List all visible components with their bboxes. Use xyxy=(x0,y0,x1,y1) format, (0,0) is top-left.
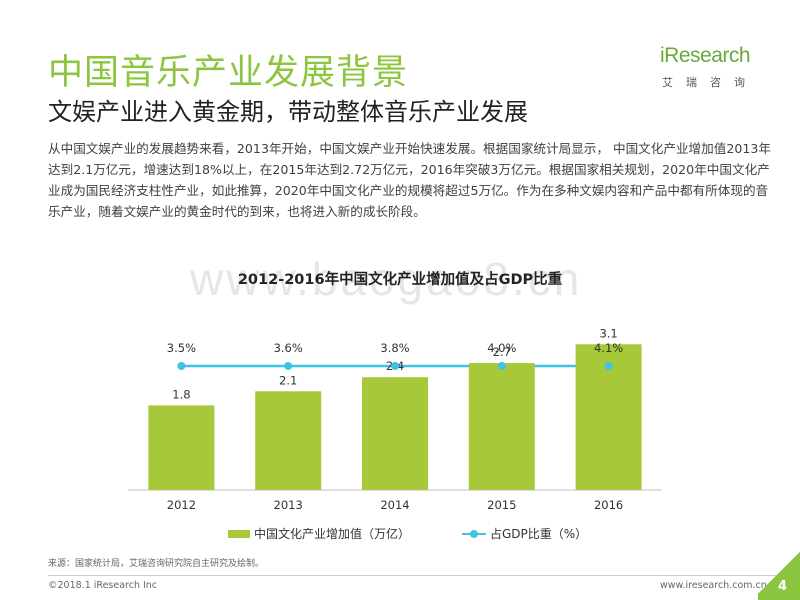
logo-subtext: 艾瑞咨询 xyxy=(662,76,758,89)
gdp-label-2012: 3.5% xyxy=(167,341,196,355)
intro-paragraph: 从中国文娱产业的发展趋势来看，2013年开始，中国文娱产业开始快速发展。根据国家… xyxy=(48,141,771,219)
page-number: 4 xyxy=(778,579,788,594)
page-subtitle: 文娱产业进入黄金期，带动整体音乐产业发展 xyxy=(48,98,528,126)
gdp-point-2013 xyxy=(284,362,293,370)
source-note: 来源：国家统计局，艾瑞咨询研究院自主研究及绘制。 xyxy=(48,559,265,569)
bar-label-2015: 2.7 xyxy=(493,345,511,359)
gdp-point-2015 xyxy=(497,362,506,370)
legend-label-bar: 中国文化产业增加值（万亿） xyxy=(254,527,411,541)
bar-2015 xyxy=(468,363,535,490)
bar-2014 xyxy=(362,377,428,490)
logo-text: iResearch xyxy=(660,44,751,67)
gdp-label-2014: 3.8% xyxy=(380,341,409,355)
page-title: 中国音乐产业发展背景 xyxy=(48,53,409,93)
gdp-label-2013: 3.6% xyxy=(274,341,303,355)
x-tick-2014: 2014 xyxy=(380,498,409,512)
x-tick-2013: 2013 xyxy=(274,498,303,512)
copyright-text: ©2018.1 iResearch Inc xyxy=(48,580,158,591)
gdp-point-2012 xyxy=(177,362,186,370)
gdp-point-2014 xyxy=(391,362,399,370)
gdp-point-2016 xyxy=(604,362,613,370)
legend-swatch-line xyxy=(462,529,486,539)
legend-label-line: 占GDP比重（%） xyxy=(490,527,588,541)
watermark: www.baogao8.cn xyxy=(190,253,583,305)
gdp-label-2016: 4.1% xyxy=(594,341,623,355)
footer-divider xyxy=(48,575,778,576)
x-tick-2012: 2012 xyxy=(167,498,196,512)
website-text: www.iresearch.com.cn xyxy=(660,580,767,591)
bar-2012 xyxy=(148,405,215,490)
bar-label-2012: 1.8 xyxy=(172,387,190,401)
iresearch-logo: iResearch 艾瑞咨询 xyxy=(660,44,760,90)
x-tick-2015: 2015 xyxy=(487,498,516,512)
gdp-label-2015: 4.0% xyxy=(487,341,516,355)
chart-title: 2012-2016年中国文化产业增加值及占GDP比重 xyxy=(237,272,563,288)
legend-swatch-bar xyxy=(228,529,250,538)
legend-item-line: 占GDP比重（%） xyxy=(462,525,587,542)
bar-label-2013: 2.1 xyxy=(279,373,297,387)
bar-label-2016: 3.1 xyxy=(599,326,617,340)
corner-decoration xyxy=(758,546,800,600)
legend-item-bar: 中国文化产业增加值（万亿） xyxy=(228,525,410,542)
chart-legend: 中国文化产业增加值（万亿） 占GDP比重（%） xyxy=(0,525,800,545)
x-tick-2016: 2016 xyxy=(594,498,623,512)
bar-2013 xyxy=(255,391,322,490)
